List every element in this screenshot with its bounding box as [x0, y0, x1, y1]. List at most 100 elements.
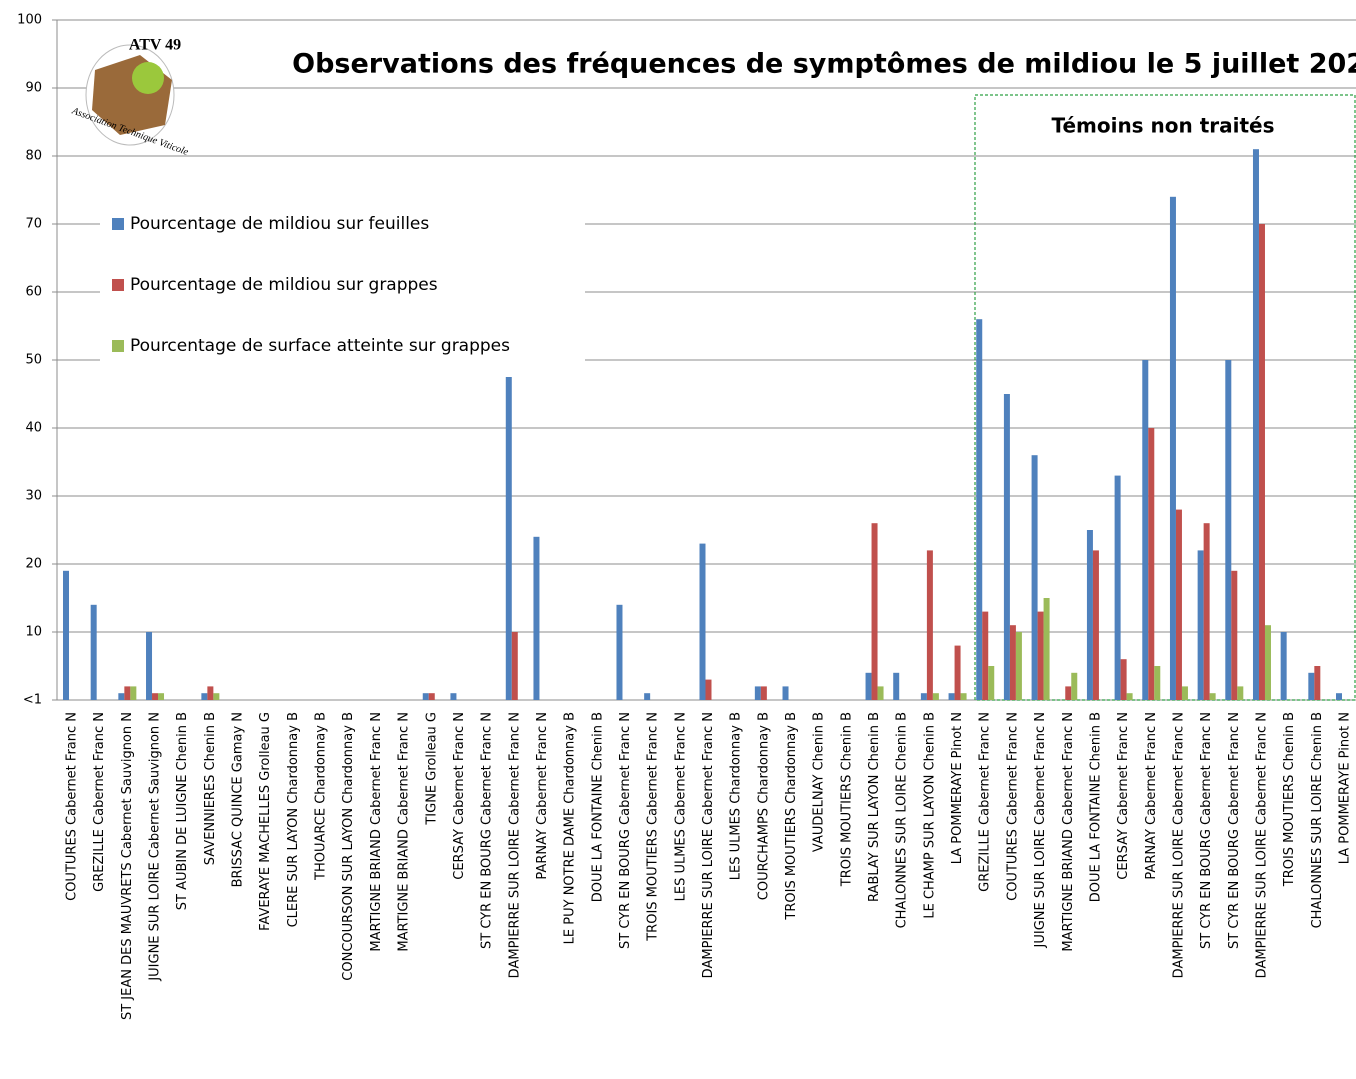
bar	[1003, 394, 1010, 700]
x-tick-label: CHALONNES SUR LOIRE Chenin B	[895, 712, 910, 928]
x-tick-label: TIGNE Grolleau G	[424, 712, 439, 826]
bar	[1126, 693, 1133, 700]
bar	[948, 693, 955, 700]
bar	[982, 611, 989, 700]
bar	[1120, 659, 1127, 700]
bar	[1065, 686, 1072, 700]
logo-title: ATV 49	[129, 37, 181, 54]
legend-label: Pourcentage de mildiou sur feuilles	[130, 214, 429, 234]
annotation: Témoins non traités	[1051, 114, 1274, 138]
bar	[1015, 632, 1022, 700]
x-tick-label: LA POMMERAYE Pinot N	[950, 712, 965, 864]
bar	[760, 686, 767, 700]
bar	[954, 645, 961, 700]
legend-label: Pourcentage de surface atteinte sur grap…	[130, 336, 510, 356]
bar	[1031, 455, 1038, 700]
bar	[644, 693, 651, 700]
bar	[1308, 672, 1315, 700]
bar	[1114, 475, 1121, 700]
x-tick-label: CHALONNES SUR LOIRE Chenin B	[1310, 712, 1325, 928]
legend-label: Pourcentage de mildiou sur grappes	[130, 275, 438, 295]
bar	[1197, 550, 1204, 700]
bar	[1209, 693, 1216, 700]
x-tick-label: DOUE LA FONTAINE Chenin B	[590, 712, 605, 902]
x-tick-label: LE CHAMP SUR LAYON Chenin B	[922, 712, 937, 919]
y-tick-label: <1	[23, 693, 42, 708]
bar	[207, 686, 214, 700]
bar	[201, 693, 208, 700]
x-tick-label: MARTIGNE BRIAND Cabernet Franc N	[369, 712, 384, 952]
bar	[932, 693, 939, 700]
bar	[1314, 666, 1321, 700]
y-tick-label: 60	[25, 285, 42, 300]
bar	[1169, 196, 1176, 701]
bar	[124, 686, 131, 700]
bar	[705, 679, 712, 700]
bar	[146, 632, 153, 700]
bar	[926, 550, 933, 700]
bar	[533, 536, 540, 700]
bar	[1280, 632, 1287, 700]
bar	[63, 570, 69, 700]
bar	[158, 693, 165, 700]
y-tick-label: 40	[25, 421, 42, 436]
bar	[428, 693, 435, 700]
x-tick-label: DAMPIERRE SUR LOIRE Cabernet Franc N	[1254, 712, 1269, 978]
y-tick-label: 30	[25, 489, 42, 504]
logo-leaf	[132, 62, 164, 94]
bar	[976, 319, 983, 700]
bar	[90, 604, 97, 700]
bar	[616, 604, 623, 700]
bar	[1252, 149, 1259, 700]
x-tick-label: COUTURES Cabernet Franc N	[1005, 712, 1020, 901]
bar	[1037, 611, 1044, 700]
x-tick-label: DOUE LA FONTAINE Chenin B	[1088, 712, 1103, 902]
bar	[893, 672, 900, 700]
bar	[1258, 224, 1265, 700]
x-tick-label: COUTURES Cabernet Franc N	[65, 712, 80, 901]
bar	[1231, 570, 1238, 700]
bar	[1071, 672, 1078, 700]
x-tick-label: DAMPIERRE SUR LOIRE Cabernet Franc N	[1171, 712, 1186, 978]
bar	[1043, 598, 1050, 700]
x-tick-label: BRISSAC QUINCE Gamay N	[231, 712, 246, 887]
legend: Pourcentage de mildiou sur feuilles Pourc…	[100, 200, 585, 368]
x-tick-label: JUIGNE SUR LOIRE Cabernet Franc N	[1033, 712, 1048, 948]
bar	[1175, 509, 1182, 700]
logo: ATV 49 Association Technique Viticole	[70, 37, 191, 158]
x-tick-label: ST CYR EN BOURG Cabernet Franc N	[480, 712, 495, 949]
bar	[152, 693, 159, 700]
x-tick-label: TROIS MOUTIERS Chenin B	[839, 712, 854, 887]
x-tick-label: SAVENNIERES Chenin B	[203, 712, 218, 865]
legend-bg	[100, 200, 585, 368]
control-box	[974, 94, 1356, 701]
x-tick-label: COURCHAMPS Chardonnay B	[756, 712, 771, 900]
y-tick-label: 50	[25, 353, 42, 368]
x-tick-label: THOUARCE Chardonnay B	[314, 712, 329, 881]
bar	[1142, 360, 1149, 700]
x-tick-label: DAMPIERRE SUR LOIRE Cabernet Franc N	[507, 712, 522, 978]
bar	[505, 377, 512, 700]
x-tick-label: LA POMMERAYE Pinot N	[1338, 712, 1353, 864]
x-tick-label: CLERE SUR LAYON Chardonnay B	[286, 712, 301, 927]
y-tick-label: 10	[25, 625, 42, 640]
legend-swatch	[112, 279, 124, 291]
bar	[988, 666, 995, 700]
x-tick-label: CONCOURSON SUR LAYON Chardonnay B	[341, 712, 356, 981]
bar	[118, 693, 125, 700]
bar	[754, 686, 761, 700]
plot: <1 10 20 30 40 50 60 70 80 90 100 COUTURES Cabernet…	[17, 13, 1352, 1021]
x-tick-label: ST CYR EN BOURG Cabernet Franc N	[1227, 712, 1242, 949]
x-tick-label: CERSAY Cabernet Franc N	[452, 712, 467, 880]
bar	[1264, 625, 1271, 700]
x-tick-label: MARTIGNE BRIAND Cabernet Franc N	[1061, 712, 1076, 952]
bar	[130, 686, 137, 700]
y-tick-label: 70	[25, 217, 42, 232]
bar	[920, 693, 927, 700]
y-tick-label: 100	[17, 13, 42, 28]
x-tick-label: GREZILLE Cabernet Franc N	[978, 712, 993, 892]
bar	[511, 632, 518, 700]
x-tick-label: VAUDELNAY Chenin B	[812, 712, 827, 852]
x-tick-label: PARNAY Cabernet Franc N	[1144, 712, 1159, 880]
